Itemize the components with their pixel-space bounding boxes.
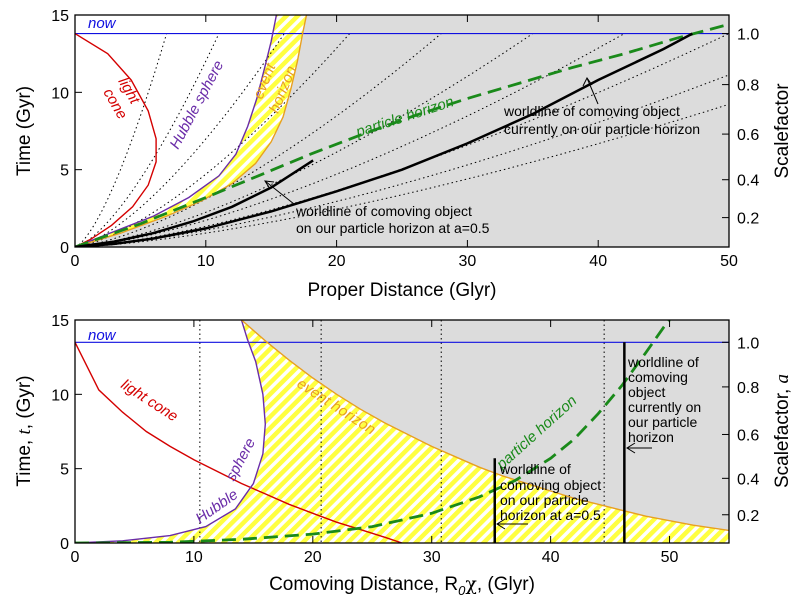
top-y2-axis-label: Scalefactor (772, 83, 793, 179)
top-dotted-worldline (75, 33, 168, 247)
bottom-particle-horizon-curve (75, 320, 671, 543)
top-y2-tick-label: 0.2 (737, 211, 759, 228)
bottom-y2-tick-label: 0.2 (737, 508, 759, 525)
top-y-tick-label: 15 (51, 8, 69, 25)
top-hubble-label: Hubble sphere (167, 58, 228, 152)
top-light-cone-curve (75, 33, 157, 247)
top-beyond-event-horizon-region (75, 15, 729, 247)
bottom-annotation-half-arrowhead (496, 518, 506, 530)
bottom-y-tick-label: 5 (60, 462, 69, 479)
top-x-axis-label: Proper Distance (Glyr) (308, 280, 497, 301)
top-dotted-worldline (75, 103, 729, 247)
top-worldline-half-curve (75, 159, 314, 247)
bottom-y-tick-label: 0 (60, 536, 69, 553)
bottom-panel: 0 10 20 30 40 50 0 5 10 15 0.2 0.4 0.6 0.8 1.0 now lig… (14, 313, 793, 598)
top-y-tick-label: 10 (51, 85, 69, 102)
top-annotation-now-line1: worldline of comoving object (503, 103, 680, 119)
top-ticks: 0 10 20 30 40 50 0 5 10 15 0.2 0.4 0.6 0.8 1.0 (51, 8, 759, 270)
bottom-plot-frame (74, 319, 730, 544)
top-dotted-worldline (75, 33, 442, 247)
bottom-annotation-now-line5: our particle (628, 414, 697, 430)
top-x-tick-label: 30 (459, 253, 477, 270)
top-event-horizon-curve (75, 15, 308, 247)
bottom-annotation-half: worldline of comoving object on our part… (496, 461, 601, 530)
bottom-y2-tick-label: 0.8 (737, 380, 759, 397)
top-y-axis-label: Time (Gyr) (14, 86, 35, 176)
top-annotation-half-arrow (264, 180, 295, 205)
bottom-annotation-now-line1: worldline of (627, 354, 699, 370)
top-x-tick-label: 50 (720, 253, 738, 270)
top-annotation-now-arrowhead (582, 77, 593, 87)
top-annotation-half-line1: worldline of comoving object (295, 203, 472, 219)
bottom-curves (75, 320, 729, 543)
top-dotted-worldline (75, 33, 534, 247)
bottom-annotation-now-line2: comoving (628, 369, 688, 385)
bottom-annotation-half-line2: comoving object (500, 477, 601, 493)
top-annotation-half-line2: on our particle horizon at a=0.5 (296, 220, 490, 236)
bottom-annotation-half-line4: horizon at a=0.5 (500, 507, 601, 523)
bottom-annotation-now-line4: currently on (628, 399, 701, 415)
bottom-x-tick-label: 20 (304, 549, 322, 566)
bottom-x-tick-label: 30 (423, 549, 441, 566)
top-worldline-now-curve (75, 32, 693, 247)
bottom-annotation-half-line1: worldline of (499, 461, 571, 477)
top-curves (75, 15, 729, 247)
bottom-annotation-now-line6: horizon (628, 429, 674, 445)
top-plot-frame (74, 14, 730, 248)
top-hubble-sphere-curve (75, 15, 278, 247)
top-y-tick-label: 0 (60, 240, 69, 257)
bottom-sphere-label: sphere (223, 435, 260, 483)
bottom-annotation-now-arrowhead (626, 442, 636, 454)
bottom-x-tick-label: 0 (71, 549, 80, 566)
bottom-annotation-half-line3: on our particle (500, 492, 589, 508)
bottom-y-axis-label: Time, t, (Gyr) (14, 375, 35, 486)
bottom-y2-tick-label: 0.4 (737, 471, 759, 488)
top-annotation-half-arrowhead (264, 180, 275, 190)
top-x-tick-label: 40 (589, 253, 607, 270)
top-y2-tick-label: 1.0 (737, 27, 759, 44)
bottom-now-label: now (88, 327, 117, 344)
bottom-light-cone-curve (75, 341, 403, 543)
bottom-annotation-now: worldline of comoving object currently o… (626, 354, 701, 454)
bottom-y2-tick-label: 0.6 (737, 427, 759, 444)
top-y2-tick-label: 0.8 (737, 78, 759, 95)
bottom-event-horizon-curve (241, 320, 729, 532)
top-annotation-now-line2: currently on our particle horizon (504, 121, 700, 137)
bottom-hatched-region (75, 320, 729, 543)
bottom-x-tick-label: 40 (542, 549, 560, 566)
top-y2-tick-label: 0.6 (737, 127, 759, 144)
bottom-x-tick-label: 50 (661, 549, 679, 566)
top-hatched-region (75, 15, 307, 247)
bottom-ticks: 0 10 20 30 40 50 0 5 10 15 0.2 0.4 0.6 0.8 1.0 (51, 313, 759, 566)
bottom-x-axis-label: Comoving Distance, R0χ, (Glyr) (269, 573, 535, 598)
bottom-x-tick-label: 10 (185, 549, 203, 566)
top-now-label: now (88, 15, 117, 32)
top-x-tick-label: 10 (197, 253, 215, 270)
bottom-hubble-sphere-curve (75, 320, 267, 543)
top-dotted-worldline (75, 74, 729, 247)
bottom-beyond-event-horizon-region (241, 320, 729, 531)
top-x-tick-label: 20 (328, 253, 346, 270)
bottom-annotation-now-line3: object (628, 384, 665, 400)
top-x-tick-label: 0 (71, 253, 80, 270)
top-annotation-now-arrow (586, 77, 599, 105)
top-comoving-worldlines (75, 33, 729, 247)
top-particle-horizon-curve (75, 22, 729, 247)
bottom-light-cone-label: light cone (118, 376, 181, 425)
bottom-y2-tick-label: 1.0 (737, 335, 759, 352)
top-y2-tick-label: 0.4 (737, 173, 759, 190)
bottom-y2-axis-label: Scalefactor, a (772, 374, 793, 488)
bottom-y-tick-label: 15 (51, 313, 69, 330)
bottom-y-tick-label: 10 (51, 387, 69, 404)
top-y-tick-label: 5 (60, 163, 69, 180)
